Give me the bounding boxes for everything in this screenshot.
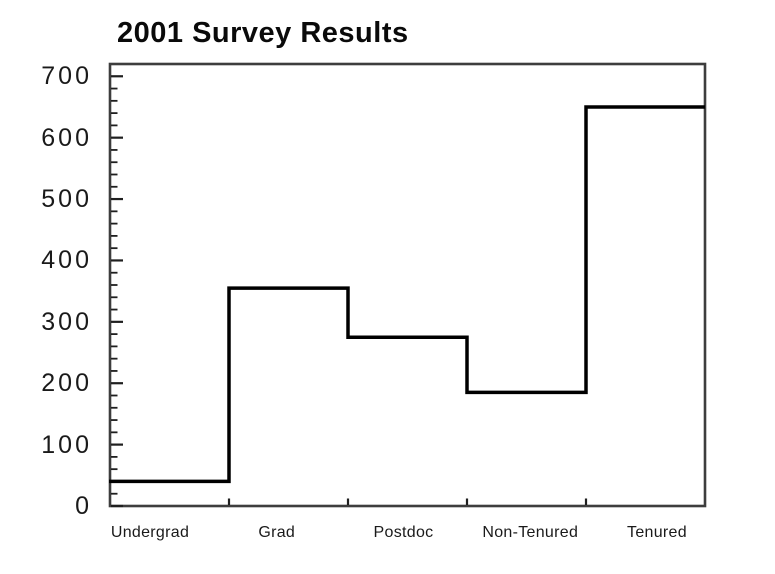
y-tick-label: 400: [41, 246, 92, 275]
y-tick-label: 300: [41, 307, 92, 336]
y-tick-label: 100: [41, 430, 92, 459]
y-tick-label: 500: [41, 185, 92, 214]
y-tick-label: 0: [75, 492, 92, 520]
y-tick-label: 700: [41, 62, 92, 91]
x-category-label: Grad: [258, 524, 296, 541]
plot-frame: [108, 62, 707, 508]
x-category-label: Undergrad: [110, 524, 190, 541]
x-category-label: Tenured: [627, 524, 687, 541]
chart-title: 2001 Survey Results: [117, 17, 409, 49]
x-category-label: Postdoc: [373, 524, 434, 541]
y-tick-label: 200: [41, 369, 92, 398]
x-category-label: Non-Tenured: [482, 524, 579, 541]
y-tick-label: 600: [41, 123, 92, 152]
step-line: [109, 105, 705, 484]
